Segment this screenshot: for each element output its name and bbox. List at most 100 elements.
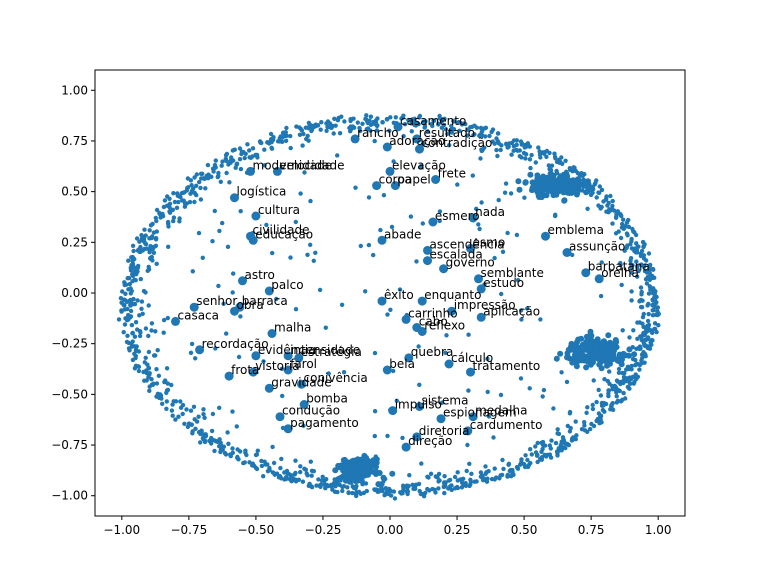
point-label: assunção	[569, 240, 625, 254]
data-point	[190, 269, 195, 274]
cluster-point	[536, 194, 543, 200]
data-point	[555, 427, 560, 432]
data-point	[417, 113, 423, 119]
y-tick-label: 0.75	[61, 134, 88, 148]
data-point	[437, 478, 442, 483]
data-point	[242, 155, 247, 161]
cluster-point	[596, 361, 603, 368]
data-point	[132, 351, 137, 356]
data-point	[380, 120, 385, 125]
data-point	[494, 147, 499, 153]
data-point	[164, 366, 170, 371]
data-point	[437, 218, 442, 224]
data-point	[412, 486, 418, 491]
data-point	[228, 453, 233, 459]
cluster-point	[341, 467, 348, 473]
data-point	[420, 221, 425, 226]
labeled-point	[246, 166, 255, 176]
cluster-point	[389, 470, 396, 477]
data-point	[137, 333, 143, 339]
data-point	[284, 125, 289, 131]
data-point	[130, 330, 135, 336]
data-point	[637, 367, 642, 372]
data-point	[476, 222, 481, 227]
cluster-point	[586, 333, 593, 340]
data-point	[646, 311, 651, 317]
data-point	[293, 479, 299, 484]
data-point	[320, 474, 325, 479]
cluster-point	[608, 341, 615, 347]
cluster-point	[354, 460, 361, 467]
data-point	[125, 306, 130, 312]
cluster-point	[365, 471, 372, 478]
data-point	[613, 215, 619, 220]
data-point	[652, 290, 657, 295]
data-point	[332, 116, 337, 122]
data-point	[212, 438, 218, 443]
data-point	[154, 261, 159, 266]
data-point	[118, 296, 124, 301]
data-point	[147, 228, 152, 233]
point-label: reflexo	[424, 319, 465, 333]
point-label: velocidade	[279, 158, 344, 172]
data-point	[164, 399, 169, 404]
data-point	[206, 172, 211, 177]
cluster-point	[557, 350, 564, 357]
data-point	[485, 389, 490, 395]
data-point	[549, 163, 555, 168]
data-point	[317, 287, 323, 293]
data-point	[155, 391, 161, 396]
data-point	[149, 235, 155, 241]
labeled-point	[468, 213, 478, 223]
data-point	[412, 122, 417, 128]
data-point	[429, 122, 434, 127]
cluster-point	[543, 183, 550, 189]
point-label: espionagem	[443, 406, 517, 420]
data-point	[247, 148, 252, 153]
data-point	[529, 152, 534, 158]
data-point	[533, 444, 538, 449]
data-point	[226, 162, 231, 167]
data-point	[279, 366, 285, 371]
data-point	[353, 486, 358, 491]
data-point	[161, 317, 167, 323]
data-point	[270, 444, 275, 450]
data-point	[385, 312, 390, 317]
data-point	[143, 326, 149, 331]
data-point	[301, 423, 306, 428]
data-point	[537, 149, 542, 154]
labeled-point	[224, 371, 234, 381]
point-label: recordação	[202, 337, 269, 351]
point-label: orelha	[601, 266, 639, 280]
data-point	[133, 320, 139, 325]
data-point	[602, 401, 607, 406]
data-point	[582, 423, 587, 428]
data-point	[540, 442, 546, 448]
data-point	[425, 129, 430, 134]
data-point	[443, 480, 448, 485]
data-point	[236, 354, 242, 360]
data-point	[437, 209, 443, 214]
data-point	[408, 214, 414, 219]
data-point	[120, 289, 125, 294]
data-point	[650, 313, 656, 318]
data-point	[634, 259, 639, 264]
data-point	[197, 179, 202, 185]
data-point	[366, 195, 372, 200]
data-point	[164, 390, 169, 395]
data-point	[505, 472, 510, 478]
data-point	[522, 145, 527, 150]
data-point	[635, 361, 640, 367]
data-point	[288, 133, 293, 139]
data-point	[621, 390, 626, 396]
data-point	[238, 166, 244, 172]
points-layer	[116, 113, 661, 501]
data-point	[126, 258, 131, 263]
data-point	[573, 419, 578, 424]
data-point	[324, 128, 329, 133]
data-point	[504, 142, 509, 147]
data-point	[455, 182, 460, 187]
point-label: rancho	[357, 126, 398, 140]
data-point	[353, 185, 358, 190]
